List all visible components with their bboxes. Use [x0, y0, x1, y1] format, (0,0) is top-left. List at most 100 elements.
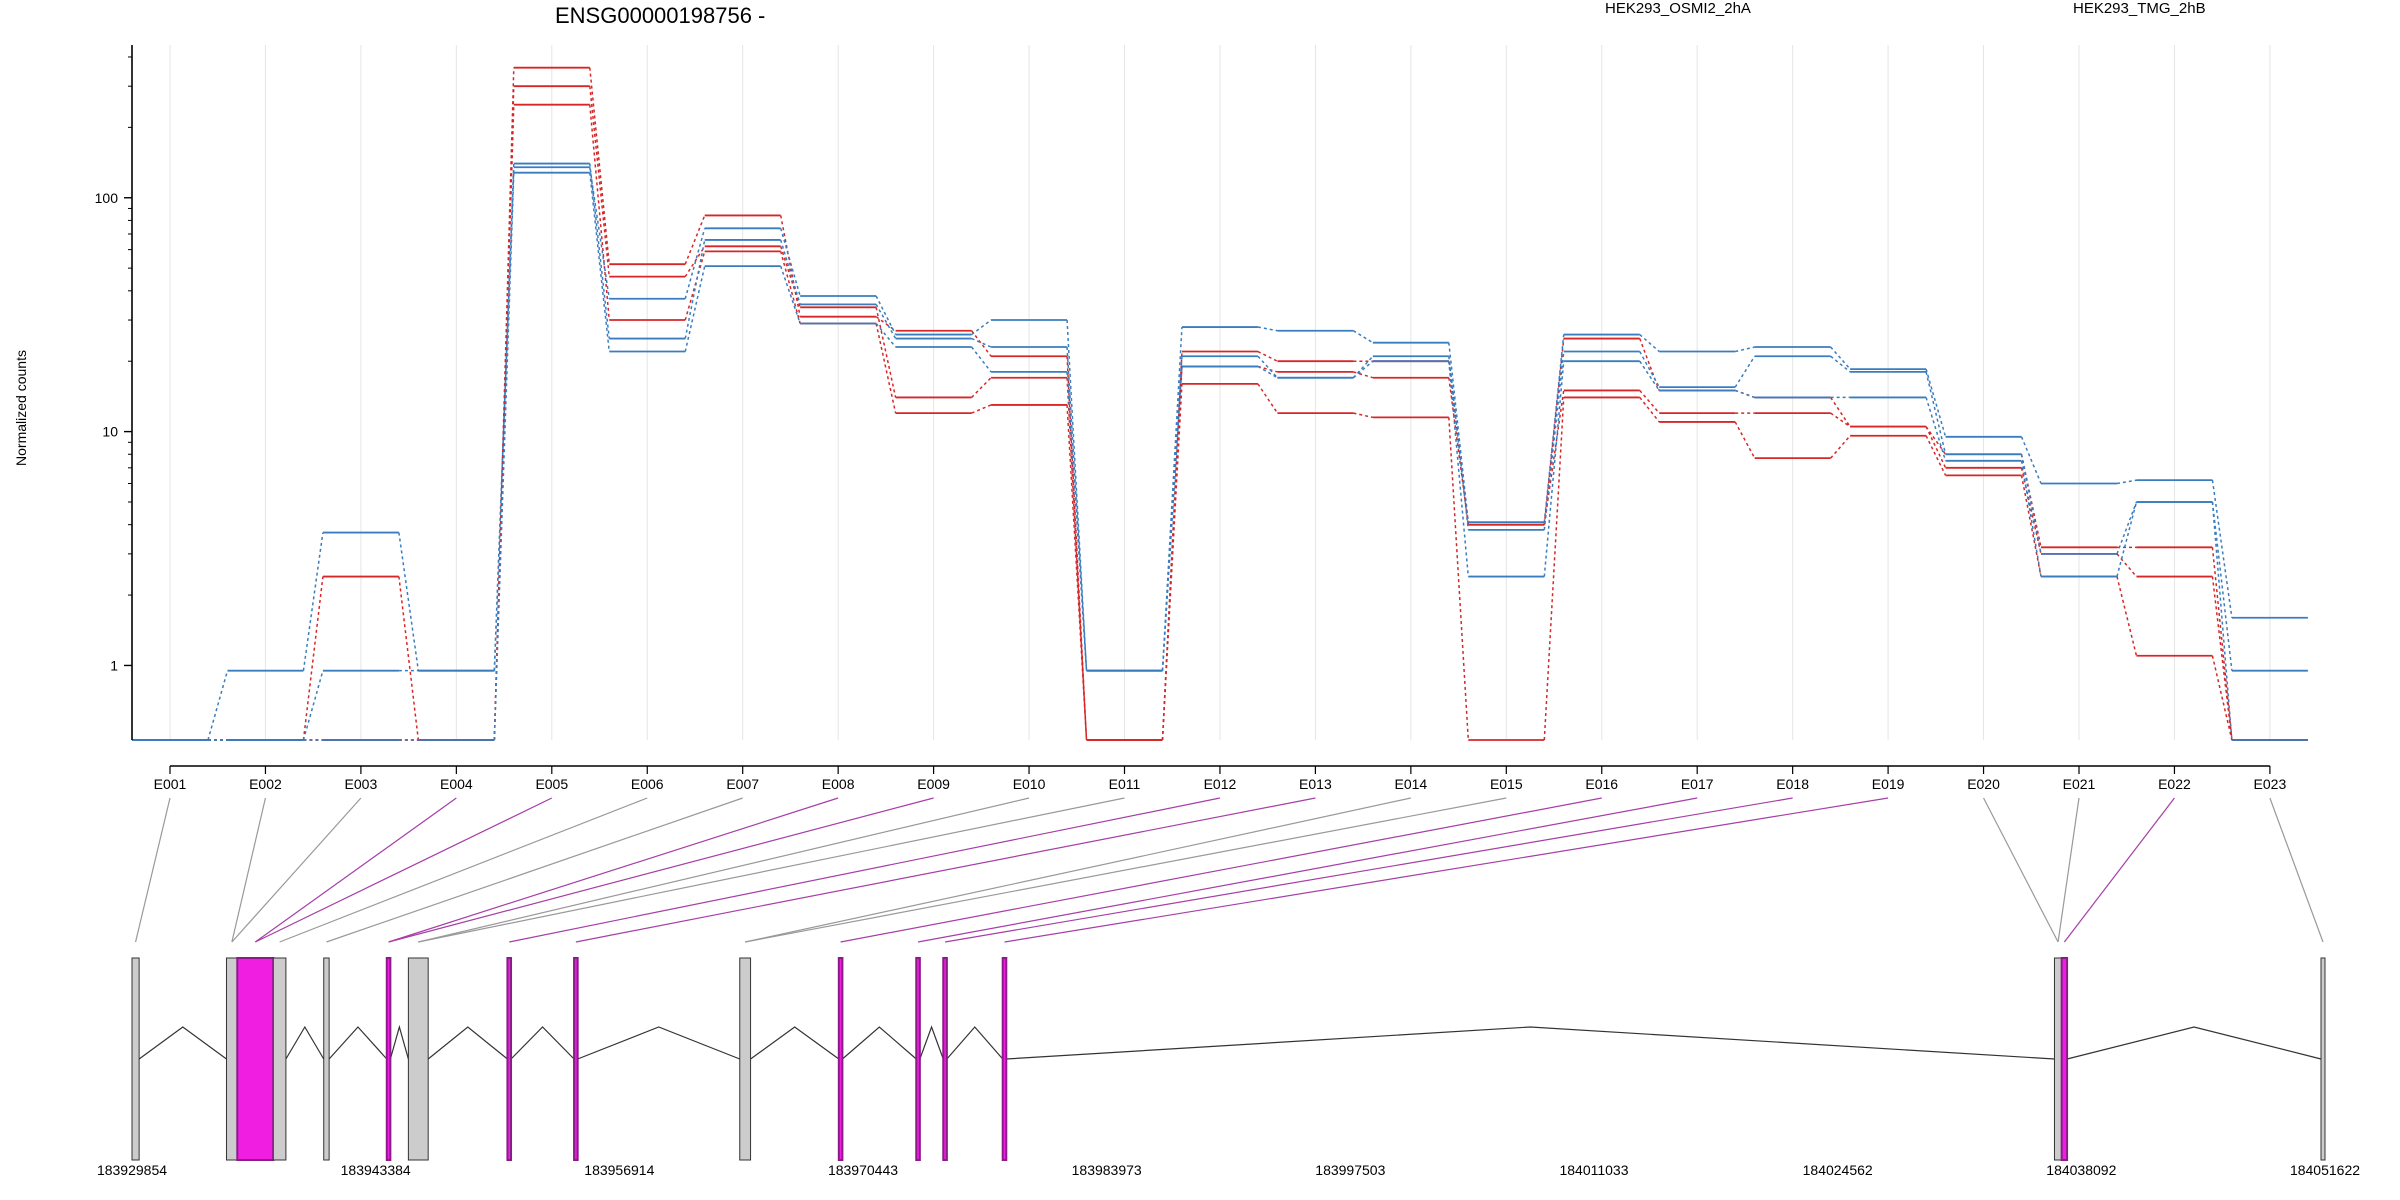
series-transition	[2020, 436, 2042, 484]
coordinate-label: 184051622	[2290, 1162, 2360, 1178]
exon-connector	[1004, 797, 1889, 943]
series-line	[132, 171, 2308, 741]
series-transition	[1639, 389, 1660, 414]
x-tick-label: E011	[1109, 776, 1141, 792]
series-transition	[2116, 479, 2137, 485]
series-transition	[302, 532, 324, 671]
series-transition	[1257, 355, 1278, 379]
series-transition	[1353, 371, 1374, 379]
series-transition	[1353, 330, 1374, 344]
series-transition	[971, 319, 992, 336]
series-transition	[589, 67, 610, 265]
series-transition	[1639, 333, 1660, 353]
exon-block	[1001, 957, 1008, 1161]
series-transition	[971, 337, 992, 348]
series-transition	[875, 323, 897, 414]
series-transition	[971, 404, 992, 414]
intron	[2066, 1026, 2322, 1060]
series-transition	[1734, 389, 1755, 399]
series-transition	[1735, 346, 1755, 353]
series-transition	[2211, 501, 2233, 741]
x-tick-label: E013	[1299, 776, 1332, 792]
series-transition	[875, 304, 897, 339]
series-transition	[2116, 501, 2138, 577]
series-transition	[493, 172, 515, 741]
series-transition	[398, 576, 420, 741]
series-transition	[684, 265, 706, 352]
exon-connector	[326, 797, 743, 943]
series-transition	[1830, 435, 1851, 459]
exon-block	[272, 957, 287, 1161]
series-transition	[1543, 351, 1565, 530]
intron	[285, 1025, 325, 1060]
exon-connector	[418, 797, 1030, 943]
x-tick-label: E014	[1394, 776, 1427, 792]
series-transition	[589, 172, 610, 352]
exon-block	[385, 957, 392, 1161]
intron	[919, 1025, 944, 1060]
exon-connector	[509, 797, 1221, 943]
exon-block	[407, 957, 429, 1161]
series-transition	[1352, 355, 1374, 379]
grid-lines	[169, 45, 2271, 740]
exon-connector	[279, 797, 648, 943]
exon-connector	[231, 797, 362, 943]
y-tick-label: 100	[95, 190, 119, 206]
series-transition	[2020, 475, 2042, 577]
exon-block	[323, 957, 330, 1161]
series-transition	[1066, 319, 1088, 671]
series-transition	[1734, 355, 1756, 388]
series-transition	[589, 104, 610, 321]
exon-connector	[2063, 797, 2175, 943]
exon-block	[225, 957, 238, 1161]
x-tick-label: E009	[917, 776, 950, 792]
series-transition	[1925, 426, 1947, 469]
intron	[842, 1026, 917, 1060]
x-tick-label: E021	[2063, 776, 2096, 792]
series-transition	[684, 228, 706, 299]
series-transition	[779, 246, 801, 308]
series-transition	[1066, 404, 1088, 741]
series-transition	[589, 167, 610, 299]
coordinate-label: 184038092	[2046, 1162, 2116, 1178]
exon-block	[837, 957, 844, 1161]
exon-connector	[134, 797, 171, 943]
x-tick-label: E002	[249, 776, 282, 792]
series-transition	[2211, 655, 2233, 741]
exon-block	[2060, 957, 2069, 1161]
series-transition	[779, 215, 801, 317]
x-tick-label: E010	[1013, 776, 1046, 792]
intron	[138, 1026, 227, 1060]
exon-block	[942, 957, 948, 1161]
series-layer	[132, 66, 2308, 741]
series-transition	[302, 670, 324, 741]
exon-connector	[255, 797, 553, 943]
series-transition	[2116, 501, 2138, 555]
series-transition	[1066, 371, 1088, 671]
series-transition	[971, 330, 992, 357]
exon-connector	[840, 797, 1602, 943]
series-transition	[2020, 454, 2042, 555]
intron	[577, 1026, 740, 1060]
x-tick-label: E001	[154, 776, 187, 792]
coordinate-label: 183929854	[97, 1162, 167, 1178]
series-transition	[1257, 350, 1278, 362]
exon-connector	[388, 797, 839, 943]
exon-block	[2053, 957, 2063, 1161]
intron	[389, 1024, 409, 1060]
exon-connector	[388, 797, 934, 943]
exon-block	[506, 957, 513, 1161]
series-transition	[589, 163, 610, 339]
series-transition	[398, 532, 420, 671]
intron	[510, 1026, 575, 1060]
intron	[427, 1026, 508, 1060]
exon-connector	[231, 797, 267, 943]
series-transition	[2020, 454, 2042, 548]
intron	[946, 1026, 1004, 1060]
series-transition	[1543, 390, 1565, 525]
series-transition	[875, 322, 897, 348]
gene-model: 183929854 183943384 183956914 183970443 1839…	[97, 957, 2360, 1178]
y-tick-label: 10	[102, 424, 118, 440]
series-transition	[1830, 355, 1851, 373]
